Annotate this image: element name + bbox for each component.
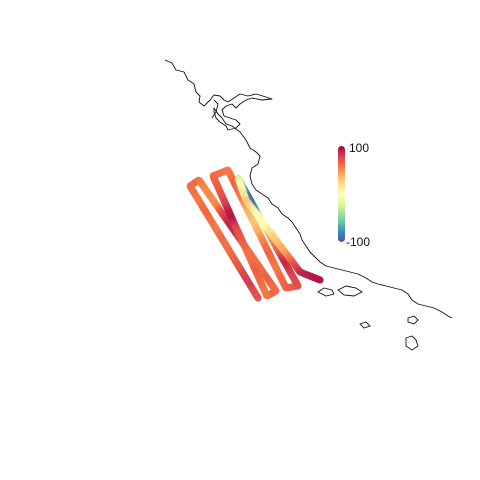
coastline-mainland <box>164 59 453 319</box>
colorbar-min-label: -100 <box>346 235 370 249</box>
channel-island-3 <box>359 321 371 329</box>
colorbar: 100 -100 <box>338 141 370 249</box>
coastline <box>164 59 453 351</box>
channel-island-4 <box>407 315 419 325</box>
channel-island-2 <box>337 285 363 297</box>
channel-island-5 <box>405 335 419 351</box>
track-point <box>316 276 324 284</box>
survey-track <box>186 166 324 302</box>
colorbar-gradient <box>338 146 345 242</box>
channel-island-1 <box>317 287 335 297</box>
coastline-bay <box>211 99 219 119</box>
colorbar-max-label: 100 <box>349 141 369 155</box>
